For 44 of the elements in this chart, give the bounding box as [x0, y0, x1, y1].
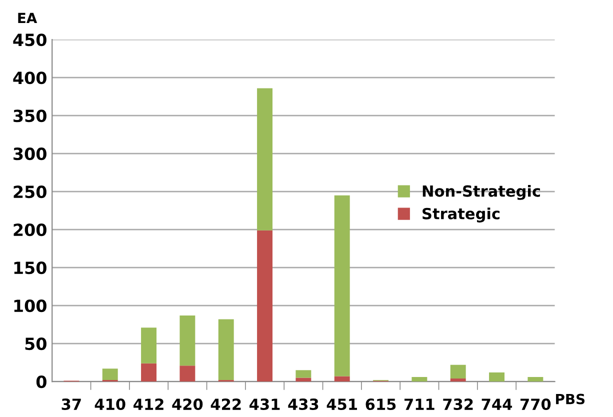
x-tick-label: 744: [482, 398, 512, 410]
bar: [412, 376, 428, 382]
y-tick-label: 100: [14, 300, 46, 312]
y-tick-label: 350: [14, 110, 46, 122]
legend-label: Strategic: [422, 208, 500, 222]
x-tick-label: 451: [326, 398, 357, 410]
x-tick-label: 770: [520, 398, 551, 410]
bar: [489, 372, 504, 382]
y-tick-label: 400: [13, 72, 46, 84]
y-tick-label: 450: [13, 34, 46, 46]
x-tick-label: 615: [366, 398, 396, 410]
bar: [450, 378, 466, 382]
bar: [296, 370, 312, 378]
y-tick-label: 150: [14, 262, 46, 274]
x-tick-label: 433: [288, 398, 318, 410]
x-tick-label: 431: [250, 398, 280, 410]
x-tick-label: 420: [172, 398, 203, 410]
x-tick-label: 410: [94, 398, 126, 410]
bar: [334, 195, 350, 376]
y-tick-label: 200: [14, 224, 46, 236]
bar: [334, 376, 350, 382]
bar: [141, 363, 157, 382]
y-tick-label: 50: [25, 338, 46, 350]
bar: [102, 368, 118, 380]
y-axis-title: EA: [18, 12, 38, 24]
x-tick-label: 732: [443, 398, 473, 410]
legend-label: Non-Strategic: [422, 185, 540, 200]
bar: [257, 230, 272, 382]
bar: [296, 378, 312, 382]
bar: [450, 364, 466, 379]
x-tick-label: 412: [134, 398, 164, 410]
bar: [218, 319, 234, 380]
x-axis-title: PBS: [556, 394, 585, 404]
y-tick-label: 250: [14, 186, 46, 198]
y-tick-label: 0: [36, 376, 46, 388]
y-tick-label: 300: [14, 148, 46, 160]
x-tick-label: 37: [62, 398, 81, 410]
bar: [257, 88, 272, 230]
bar: [180, 315, 196, 366]
bar: [528, 376, 544, 382]
x-tick-label: 422: [210, 398, 241, 410]
bar: [141, 328, 157, 364]
bar: [180, 366, 196, 382]
x-tick-label: 711: [404, 398, 434, 410]
